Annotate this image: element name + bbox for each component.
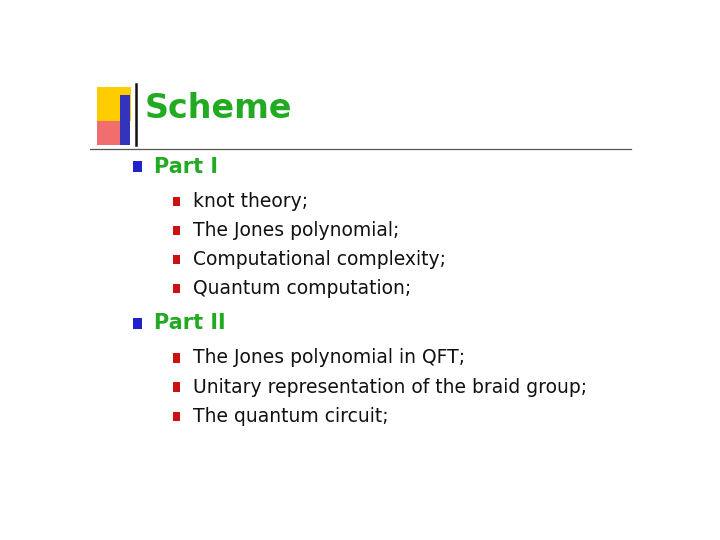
Bar <box>173 353 180 362</box>
Text: The Jones polynomial;: The Jones polynomial; <box>193 221 400 240</box>
Bar <box>173 411 180 421</box>
Text: knot theory;: knot theory; <box>193 192 308 211</box>
Bar <box>173 382 180 392</box>
Bar <box>133 318 142 329</box>
Bar <box>173 226 180 235</box>
Bar <box>133 161 142 172</box>
Text: Part I: Part I <box>154 157 218 177</box>
Bar <box>173 197 180 206</box>
Text: Part II: Part II <box>154 313 226 333</box>
Bar <box>96 87 131 121</box>
Text: Computational complexity;: Computational complexity; <box>193 250 446 269</box>
Text: Unitary representation of the braid group;: Unitary representation of the braid grou… <box>193 377 588 396</box>
Bar <box>173 284 180 293</box>
Bar <box>173 255 180 264</box>
Text: Scheme: Scheme <box>145 92 292 125</box>
Text: The quantum circuit;: The quantum circuit; <box>193 407 389 426</box>
Bar <box>120 94 130 145</box>
Text: The Jones polynomial in QFT;: The Jones polynomial in QFT; <box>193 348 465 367</box>
Bar <box>96 120 124 145</box>
Text: Quantum computation;: Quantum computation; <box>193 279 412 298</box>
